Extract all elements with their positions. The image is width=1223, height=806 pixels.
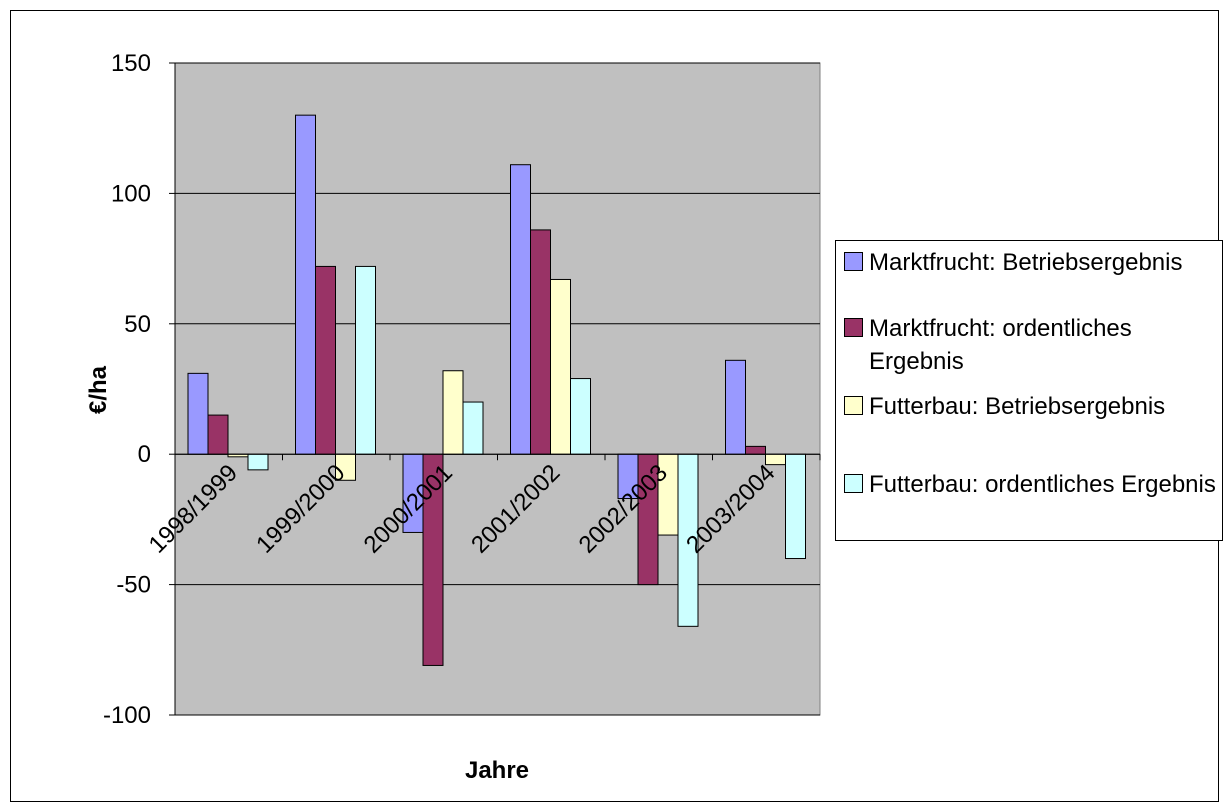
legend-swatch-0 (844, 252, 863, 271)
legend-label-3: Futterbau: ordentliches Ergebnis (869, 471, 1216, 498)
bar-s0-c0 (187, 372, 209, 455)
bar-s3-c2 (462, 401, 484, 455)
bar-s3-c3 (570, 378, 591, 455)
legend-item-3: Futterbau: ordentliches Ergebnis (844, 468, 1223, 501)
legend-item-0: Marktfrucht: Betriebsergebnis (844, 246, 1223, 279)
axes (169, 62, 821, 716)
bar-s3-c1 (355, 265, 376, 455)
legend-swatch-2 (844, 396, 863, 415)
legend-swatch-1 (844, 318, 863, 337)
bars (187, 114, 806, 666)
bar-s2-c5 (765, 453, 786, 466)
y-tick-label-3: 0 (138, 441, 151, 468)
bar-s3-c0 (247, 453, 269, 471)
legend-label-1: Marktfrucht: ordentliches Ergebnis (869, 315, 1132, 375)
bar-s1-c1 (315, 265, 336, 455)
y-tick-label-0: 150 (111, 50, 151, 77)
bar-s1-c3 (530, 229, 551, 455)
bar-s3-c5 (785, 453, 806, 560)
bar-s2-c2 (442, 370, 464, 455)
bar-s2-c4 (657, 453, 679, 536)
legend-swatch-3 (844, 474, 863, 493)
legend-label-0: Marktfrucht: Betriebsergebnis (869, 249, 1183, 276)
y-axis-title: €/ha (85, 365, 112, 414)
x-axis-title: Jahre (465, 757, 529, 784)
legend: Marktfrucht: Betriebsergebnis Marktfruch… (835, 240, 1223, 541)
bar-s1-c0 (207, 414, 229, 455)
bar-s0-c1 (295, 114, 316, 455)
y-tick-labels: 150 100 50 0 -50 -100 (103, 50, 151, 729)
plot-area (174, 62, 821, 716)
bar-s2-c3 (550, 278, 571, 455)
bar-s0-c3 (510, 164, 531, 455)
legend-label-2: Futterbau: Betriebsergebnis (869, 393, 1166, 420)
y-tick-label-5: -100 (103, 702, 151, 729)
legend-item-2: Futterbau: Betriebsergebnis (844, 390, 1223, 423)
bar-s1-c5 (745, 445, 766, 455)
y-tick-label-2: 50 (124, 311, 151, 338)
y-tick-label-1: 100 (111, 180, 151, 207)
y-tick-label-4: -50 (116, 572, 151, 599)
bar-s0-c5 (725, 359, 746, 455)
legend-item-1: Marktfrucht: ordentliches Ergebnis (844, 312, 1223, 378)
